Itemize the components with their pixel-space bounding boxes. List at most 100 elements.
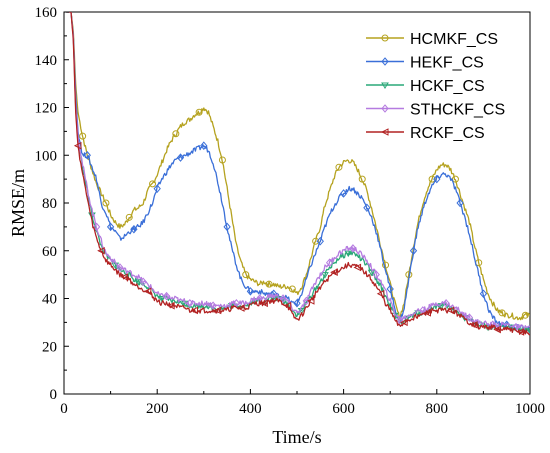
legend: HCMKF_CS HEKF_CS HCKF_CS STHCKF_CS RCKF_CS (366, 31, 505, 142)
data-point (339, 189, 348, 198)
legend-item: HEKF_CS (366, 55, 484, 72)
x-tick-label: 1000 (515, 401, 545, 417)
x-tick-label: 800 (426, 401, 449, 417)
data-point (456, 198, 464, 208)
data-point (312, 237, 320, 245)
data-point (186, 299, 194, 308)
y-tick-label: 20 (42, 339, 57, 355)
data-point (172, 130, 180, 138)
x-tick-label: 400 (239, 401, 262, 417)
data-point (363, 203, 371, 213)
series-layer (66, 12, 530, 336)
legend-marker (381, 34, 389, 42)
data-point (167, 301, 175, 310)
y-tick-label: 160 (35, 5, 58, 21)
legend-marker (380, 128, 389, 136)
data-point (279, 294, 287, 303)
legend-marker (381, 57, 389, 66)
y-tick-label: 60 (42, 244, 57, 260)
y-tick-label: 100 (35, 148, 58, 164)
data-point (125, 213, 133, 221)
series-line (66, 12, 530, 333)
data-point (325, 258, 334, 267)
data-point (218, 156, 226, 164)
data-point (120, 273, 129, 281)
data-point (260, 299, 268, 308)
data-point (92, 222, 101, 232)
data-point (428, 175, 436, 183)
data-point (153, 184, 161, 193)
legend-marker (381, 82, 389, 89)
data-point (423, 309, 431, 317)
series-hekf-cs (66, 12, 530, 334)
data-point (446, 306, 455, 315)
data-point (302, 296, 310, 306)
legend-label: HEKF_CS (410, 55, 484, 72)
legend-item: HCKF_CS (366, 78, 485, 95)
data-point (190, 306, 198, 315)
data-point (372, 270, 380, 279)
data-point (516, 328, 525, 336)
data-point (265, 280, 273, 288)
data-point (223, 222, 231, 232)
series-rckf-cs (66, 12, 530, 336)
data-point (242, 271, 250, 279)
legend-label: HCMKF_CS (410, 31, 498, 48)
data-point (293, 299, 301, 308)
data-point (353, 263, 362, 272)
legend-label: STHCKF_CS (410, 102, 505, 119)
x-tick-label: 600 (332, 401, 355, 417)
data-point (521, 311, 529, 319)
data-point (200, 141, 208, 150)
data-point (116, 263, 124, 272)
data-point (409, 246, 418, 256)
x-axis-title: Time/s (272, 427, 321, 447)
y-tick-label: 0 (50, 387, 58, 403)
data-point (316, 236, 324, 246)
data-point (479, 289, 488, 298)
data-point (176, 153, 185, 162)
data-point (213, 306, 222, 315)
data-point (349, 244, 357, 253)
x-tick-label: 200 (146, 401, 169, 417)
data-point (493, 325, 501, 334)
data-point (433, 174, 441, 184)
y-tick-label: 120 (35, 101, 58, 117)
legend-label: RCKF_CS (410, 125, 485, 142)
axes-layer: 0 200 400 600 800 1000 0 20 40 60 80 100 120 140 160 (35, 5, 546, 417)
data-point (330, 268, 338, 277)
legend-item: HCMKF_CS (366, 31, 498, 48)
data-point (157, 296, 166, 303)
data-point (469, 320, 478, 329)
data-point (79, 132, 87, 140)
data-point (414, 310, 423, 317)
data-point (386, 284, 394, 294)
data-point (283, 301, 292, 310)
y-tick-label: 140 (35, 53, 58, 69)
data-point (321, 272, 329, 279)
data-point (236, 304, 245, 312)
legend-item: STHCKF_CS (366, 102, 505, 119)
data-point (288, 285, 296, 293)
series-hcmkf-cs (66, 12, 530, 321)
series-line (66, 12, 530, 331)
data-point (162, 291, 171, 301)
data-point (335, 163, 343, 171)
data-point (97, 246, 105, 255)
data-point (143, 287, 152, 296)
data-point (358, 175, 366, 183)
legend-label: HCKF_CS (410, 78, 485, 95)
y-tick-label: 40 (42, 292, 57, 308)
data-point (306, 297, 315, 305)
y-tick-label: 80 (42, 196, 57, 212)
data-point (73, 141, 82, 150)
data-point (102, 199, 110, 207)
data-point (130, 224, 138, 234)
data-point (83, 150, 91, 160)
data-point (139, 277, 147, 287)
y-axis-title: RMSE/m (8, 169, 28, 237)
data-point (376, 289, 385, 298)
data-point (400, 318, 408, 327)
data-point (395, 315, 404, 325)
